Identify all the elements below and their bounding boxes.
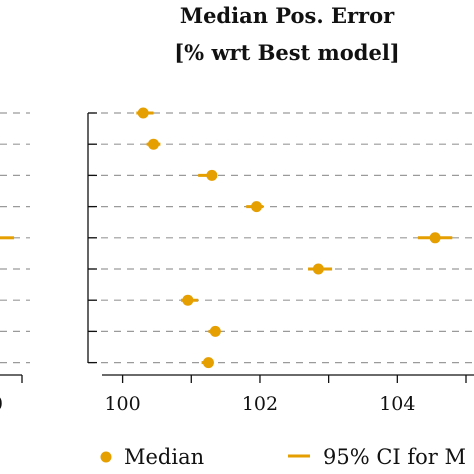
median-point [206, 169, 218, 181]
median-point [429, 232, 441, 244]
x-tick-labels: 100 102 104 [104, 393, 415, 415]
median-point [137, 107, 149, 119]
left-x-tick-label: 0 [0, 393, 3, 415]
chart-title: Median Pos. Error [180, 3, 395, 28]
chart-subtitle: [% wrt Best model] [174, 40, 399, 65]
legend-ci-label: 95% CI for M [323, 445, 466, 469]
median-point [182, 294, 194, 306]
median-point [148, 138, 160, 150]
median-point [202, 357, 214, 369]
median-point [209, 325, 221, 337]
x-tick-label: 100 [104, 393, 140, 415]
median-points [137, 107, 441, 369]
x-tick-label: 102 [242, 393, 278, 415]
legend: Median 95% CI for M [100, 445, 466, 469]
x-tick-label: 104 [379, 393, 415, 415]
legend-median-marker [100, 451, 112, 463]
gridlines [88, 112, 474, 364]
median-point [312, 263, 324, 275]
axes [87, 112, 474, 383]
left-panel-fragment: 0 [0, 112, 30, 415]
median-point [251, 201, 263, 213]
legend-median-label: Median [124, 445, 204, 469]
